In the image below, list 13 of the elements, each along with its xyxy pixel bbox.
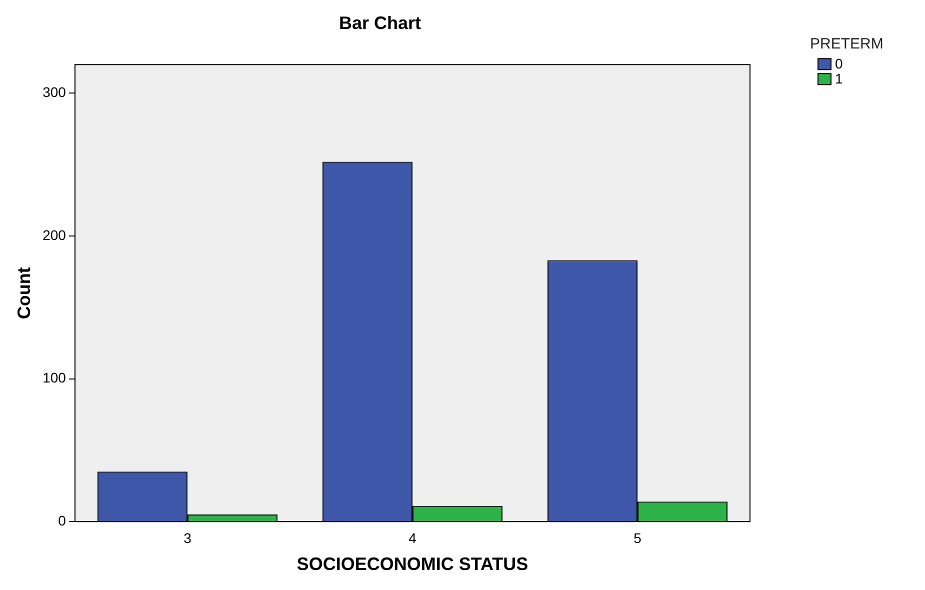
y-tick-label: 0 bbox=[58, 512, 66, 528]
x-tick-label: 3 bbox=[184, 530, 192, 546]
legend-title: PRETERM bbox=[810, 36, 884, 53]
chart-title: Bar Chart bbox=[338, 12, 422, 33]
x-tick-label: 4 bbox=[408, 530, 417, 546]
x-axis-title: SOCIOECONOMIC STATUS bbox=[296, 554, 528, 574]
y-tick-label: 300 bbox=[42, 84, 66, 100]
y-tick-label: 200 bbox=[42, 226, 66, 243]
x-tick-label: 5 bbox=[634, 530, 642, 546]
y-tick-label: 100 bbox=[42, 370, 66, 386]
y-axis-title: Count bbox=[14, 267, 34, 320]
legend-label: 1 bbox=[835, 70, 843, 86]
legend-label: 0 bbox=[835, 55, 843, 72]
